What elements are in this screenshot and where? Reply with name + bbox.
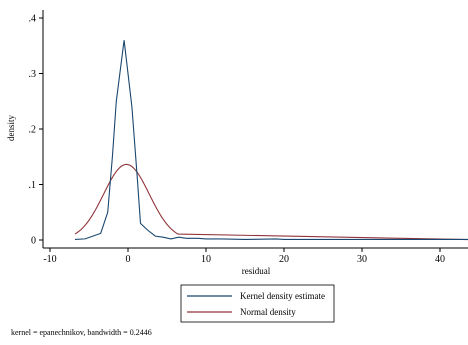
y-tick-label: .4	[29, 14, 37, 25]
x-tick-label: 20	[279, 254, 289, 265]
chart-note: kernel = epanechnikov, bandwidth = 0.244…	[11, 328, 152, 337]
x-tick-label: 30	[357, 254, 367, 265]
y-tick-label: .2	[29, 125, 37, 136]
x-tick-label: 40	[435, 254, 445, 265]
x-tick-label: 10	[201, 254, 211, 265]
y-tick-label: 0	[31, 236, 36, 247]
x-axis-title: residual	[242, 266, 271, 276]
y-axis-ticks: 0 .1 .2 .3 .4	[29, 14, 43, 247]
y-tick-label: .1	[29, 180, 37, 191]
series-line-kernel-density	[74, 40, 468, 240]
legend: Kernel density estimate Normal density	[180, 284, 335, 323]
legend-label-normal: Normal density	[240, 307, 296, 317]
legend-label-kernel: Kernel density estimate	[240, 291, 325, 301]
y-tick-label: .3	[29, 69, 37, 80]
series-line-normal-density	[74, 163, 468, 241]
y-axis-title: density	[6, 115, 16, 141]
x-tick-label: -10	[43, 254, 56, 265]
legend-box	[180, 284, 335, 323]
plot-area	[74, 40, 468, 241]
x-axis-ticks: -10 0 10 20 30 40	[43, 248, 445, 265]
x-tick-label: 0	[126, 254, 131, 265]
